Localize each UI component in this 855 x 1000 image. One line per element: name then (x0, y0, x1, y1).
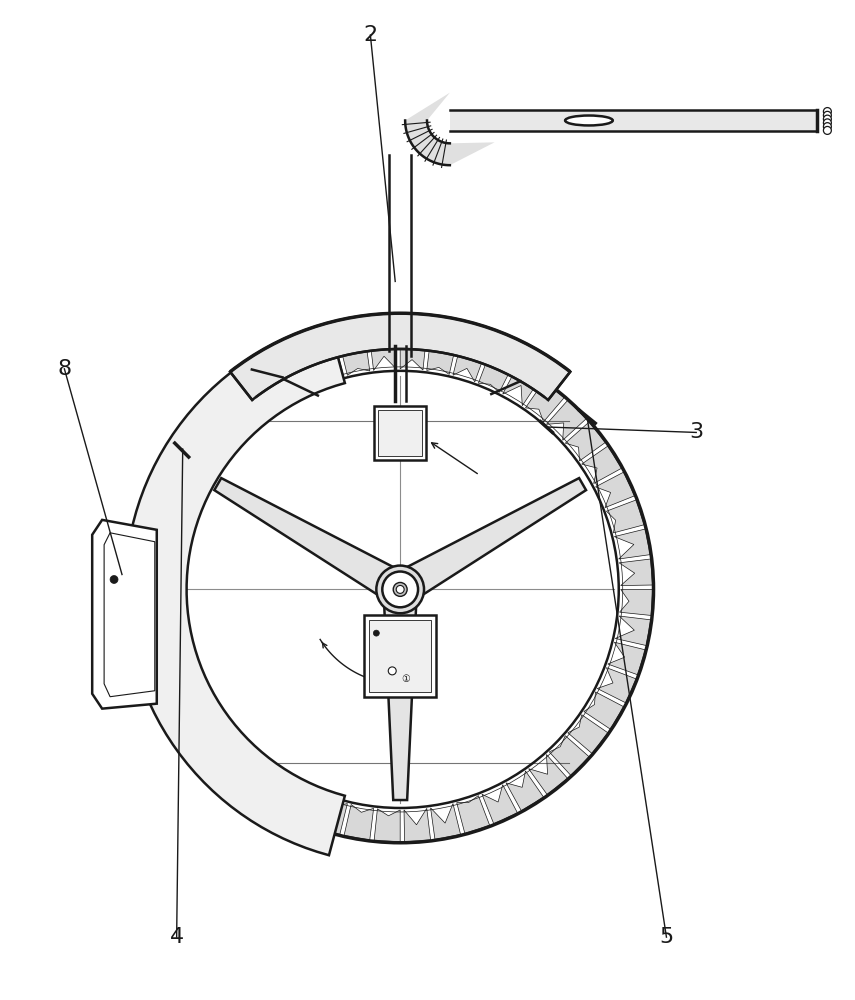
Polygon shape (256, 368, 294, 408)
Polygon shape (482, 785, 517, 824)
Polygon shape (148, 593, 181, 620)
Polygon shape (166, 671, 205, 707)
Polygon shape (233, 384, 272, 424)
Polygon shape (408, 478, 586, 594)
Polygon shape (374, 809, 400, 842)
Polygon shape (177, 450, 216, 487)
Text: 2: 2 (363, 25, 377, 45)
Polygon shape (310, 345, 344, 383)
Ellipse shape (565, 116, 613, 125)
Circle shape (823, 115, 831, 123)
Polygon shape (261, 773, 298, 813)
Text: 4: 4 (169, 927, 184, 947)
Polygon shape (179, 695, 219, 733)
Polygon shape (215, 478, 392, 594)
Polygon shape (549, 736, 589, 775)
Text: ①: ① (401, 674, 410, 684)
Text: 8: 8 (57, 359, 72, 379)
Polygon shape (595, 472, 634, 508)
Polygon shape (479, 353, 514, 392)
Circle shape (823, 119, 831, 127)
Polygon shape (526, 382, 564, 422)
Polygon shape (283, 355, 318, 394)
Circle shape (823, 111, 831, 119)
Polygon shape (615, 529, 650, 559)
Bar (378, 410, 422, 456)
Circle shape (110, 576, 118, 583)
Polygon shape (148, 563, 180, 589)
Polygon shape (344, 804, 374, 840)
Circle shape (376, 566, 424, 613)
Polygon shape (546, 401, 587, 440)
Polygon shape (150, 533, 186, 563)
Polygon shape (528, 755, 568, 795)
Circle shape (823, 123, 831, 131)
Polygon shape (616, 616, 651, 646)
Polygon shape (384, 607, 416, 800)
Polygon shape (620, 589, 652, 615)
Polygon shape (584, 692, 623, 729)
Polygon shape (581, 446, 622, 484)
Polygon shape (431, 804, 461, 839)
Polygon shape (457, 796, 490, 833)
Circle shape (374, 630, 380, 636)
Text: 5: 5 (659, 927, 674, 947)
Polygon shape (192, 425, 233, 464)
Bar (364, 615, 436, 697)
Circle shape (396, 585, 404, 593)
Circle shape (393, 582, 407, 596)
Polygon shape (92, 520, 156, 709)
Polygon shape (339, 339, 369, 375)
Polygon shape (195, 718, 235, 757)
Polygon shape (230, 313, 570, 400)
Polygon shape (125, 324, 345, 855)
Polygon shape (404, 808, 431, 842)
Polygon shape (608, 642, 646, 675)
Polygon shape (400, 337, 427, 370)
Polygon shape (506, 771, 544, 811)
Polygon shape (598, 668, 636, 703)
Polygon shape (156, 646, 194, 679)
Circle shape (388, 667, 396, 675)
Polygon shape (215, 739, 254, 778)
Polygon shape (369, 337, 397, 370)
Polygon shape (155, 504, 192, 537)
Polygon shape (211, 403, 251, 443)
Polygon shape (236, 757, 275, 797)
Bar (374, 406, 426, 460)
Polygon shape (568, 715, 608, 753)
Bar (450, 110, 817, 131)
Bar (369, 620, 431, 692)
Polygon shape (405, 93, 494, 165)
Circle shape (382, 572, 418, 607)
Polygon shape (427, 339, 457, 374)
Polygon shape (606, 500, 644, 533)
Text: 3: 3 (689, 422, 704, 442)
Polygon shape (164, 476, 203, 511)
Polygon shape (150, 620, 186, 650)
Circle shape (823, 108, 831, 116)
Polygon shape (503, 366, 540, 406)
Circle shape (823, 126, 831, 134)
Polygon shape (286, 786, 322, 825)
Polygon shape (565, 422, 605, 461)
Polygon shape (619, 559, 652, 586)
Polygon shape (453, 344, 486, 382)
Polygon shape (315, 797, 347, 834)
